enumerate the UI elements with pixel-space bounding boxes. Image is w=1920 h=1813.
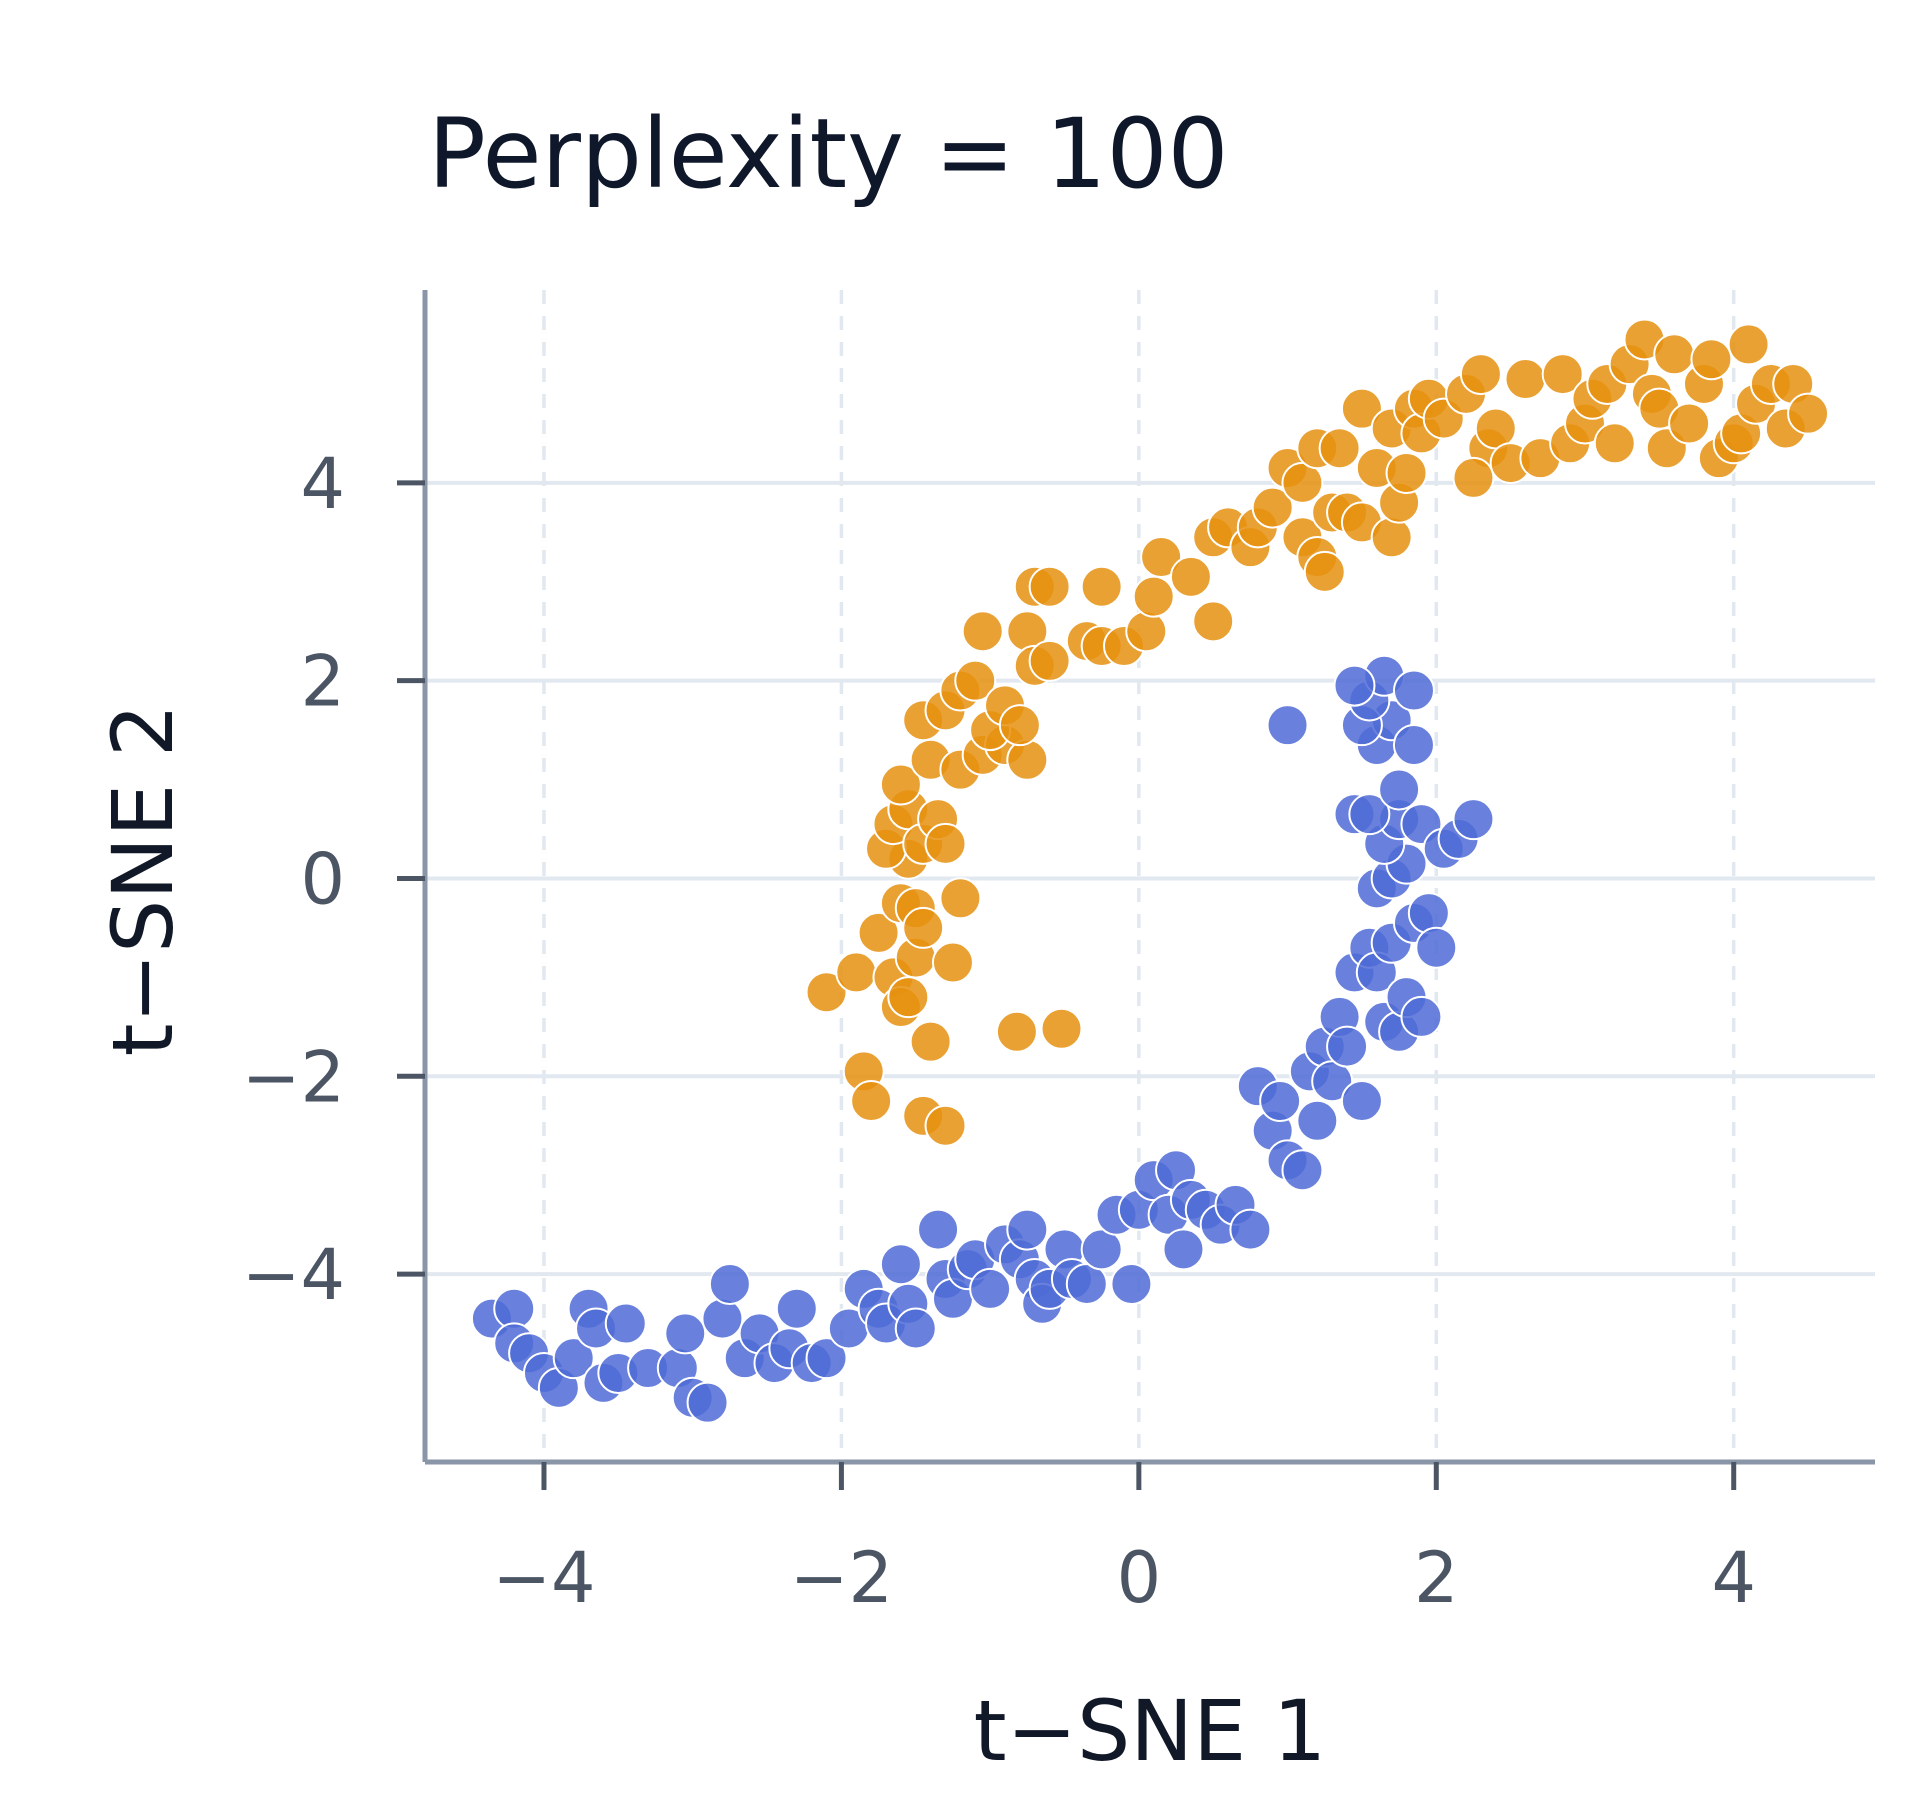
data-point-series-2	[1415, 926, 1458, 969]
data-point-series-2	[664, 1312, 707, 1355]
data-point-series-2	[552, 1337, 595, 1380]
data-point-series-1	[1668, 402, 1711, 445]
data-point-series-1	[1787, 392, 1830, 435]
data-point-series-1	[835, 951, 878, 994]
data-point-series-1	[1132, 575, 1175, 618]
data-point-series-2	[701, 1297, 744, 1340]
data-point-series-1	[1303, 550, 1346, 593]
data-point-series-2	[1326, 1025, 1369, 1068]
data-point-series-1	[924, 822, 967, 865]
data-point-series-1	[1593, 422, 1636, 465]
data-point-series-2	[1296, 1099, 1339, 1142]
data-point-series-1	[1169, 555, 1212, 598]
data-point-series-1	[879, 763, 922, 806]
data-point-series-1	[1251, 486, 1294, 529]
y-tick-label: 2	[300, 641, 345, 723]
data-point-series-1	[995, 1010, 1038, 1053]
data-point-series-2	[1452, 798, 1495, 841]
data-point-series-2	[1378, 768, 1421, 811]
data-point-series-1	[1541, 353, 1584, 396]
x-tick-label: 2	[1414, 1537, 1459, 1619]
data-point-series-2	[1266, 704, 1309, 747]
y-tick-label: 0	[300, 838, 345, 920]
data-point-series-1	[1028, 565, 1071, 608]
data-point-series-1	[1192, 600, 1235, 643]
data-point-series-1	[1452, 456, 1495, 499]
data-point-series-1	[939, 877, 982, 920]
data-point-series-2	[1333, 664, 1376, 707]
data-point-series-1	[1504, 358, 1547, 401]
data-point-series-1	[850, 1080, 893, 1123]
data-point-series-1	[1370, 516, 1413, 559]
data-point-series-2	[1229, 1208, 1272, 1251]
data-point-series-2	[1392, 669, 1435, 712]
data-point-series-1	[1653, 333, 1696, 376]
data-point-series-1	[1140, 536, 1183, 579]
data-point-series-1	[1125, 610, 1168, 653]
x-tick-label: 4	[1711, 1537, 1756, 1619]
data-point-series-1	[998, 704, 1041, 747]
y-tick-label: 4	[300, 443, 345, 525]
data-point-series-1	[1727, 323, 1770, 366]
data-point-series-2	[1348, 793, 1391, 836]
data-point-series-2	[775, 1287, 818, 1330]
data-point-series-2	[1259, 1080, 1302, 1123]
data-point-series-2	[969, 1267, 1012, 1310]
data-point-series-1	[1006, 738, 1049, 781]
data-point-series-2	[1110, 1262, 1153, 1305]
data-point-series-1	[1690, 338, 1733, 381]
data-point-series-1	[857, 911, 900, 954]
y-axis-label: t−SNE 2	[94, 704, 192, 1057]
data-point-series-1	[909, 1020, 952, 1063]
y-axis-ticks: −4 −2 0 2 4	[242, 443, 425, 1316]
data-point-series-2	[1340, 1080, 1383, 1123]
data-point-series-1	[1459, 353, 1502, 396]
data-point-series-2	[1006, 1208, 1049, 1251]
y-tick-label: −4	[242, 1234, 345, 1316]
data-point-series-1	[961, 610, 1004, 653]
data-point-series-2	[708, 1262, 751, 1305]
data-point-series-1	[1318, 427, 1361, 470]
grid	[425, 290, 1875, 1462]
data-point-series-1	[954, 659, 997, 702]
x-axis-label: t−SNE 1	[974, 1682, 1327, 1780]
data-point-series-2	[1281, 1149, 1324, 1192]
x-tick-label: −2	[790, 1537, 893, 1619]
x-tick-label: 0	[1117, 1537, 1162, 1619]
x-axis-ticks: −4 −2 0 2 4	[492, 1462, 1756, 1619]
data-point-series-1	[1080, 565, 1123, 608]
y-tick-label: −2	[242, 1036, 345, 1118]
data-point-series-1	[1340, 387, 1383, 430]
data-point-series-2	[917, 1208, 960, 1251]
data-point-series-2	[1407, 892, 1450, 935]
data-point-series-1	[805, 971, 848, 1014]
data-point-series-1	[1028, 639, 1071, 682]
data-point-series-2	[1400, 995, 1443, 1038]
data-point-series-2	[894, 1307, 937, 1350]
data-point-series-2	[879, 1243, 922, 1286]
data-point-series-1	[1385, 451, 1428, 494]
data-point-series-2	[1162, 1228, 1205, 1271]
data-point-series-1	[924, 1104, 967, 1147]
data-point-series-2	[686, 1381, 729, 1424]
data-point-series-1	[887, 976, 930, 1019]
data-point-series-1	[902, 906, 945, 949]
data-point-series-2	[805, 1337, 848, 1380]
data-point-series-1	[931, 941, 974, 984]
data-point-series-2	[1392, 723, 1435, 766]
data-point-series-2	[604, 1302, 647, 1345]
data-points	[470, 318, 1830, 1424]
chart-title: Perplexity = 100	[428, 98, 1229, 210]
x-tick-label: −4	[492, 1537, 595, 1619]
data-point-series-1	[1040, 1007, 1083, 1050]
